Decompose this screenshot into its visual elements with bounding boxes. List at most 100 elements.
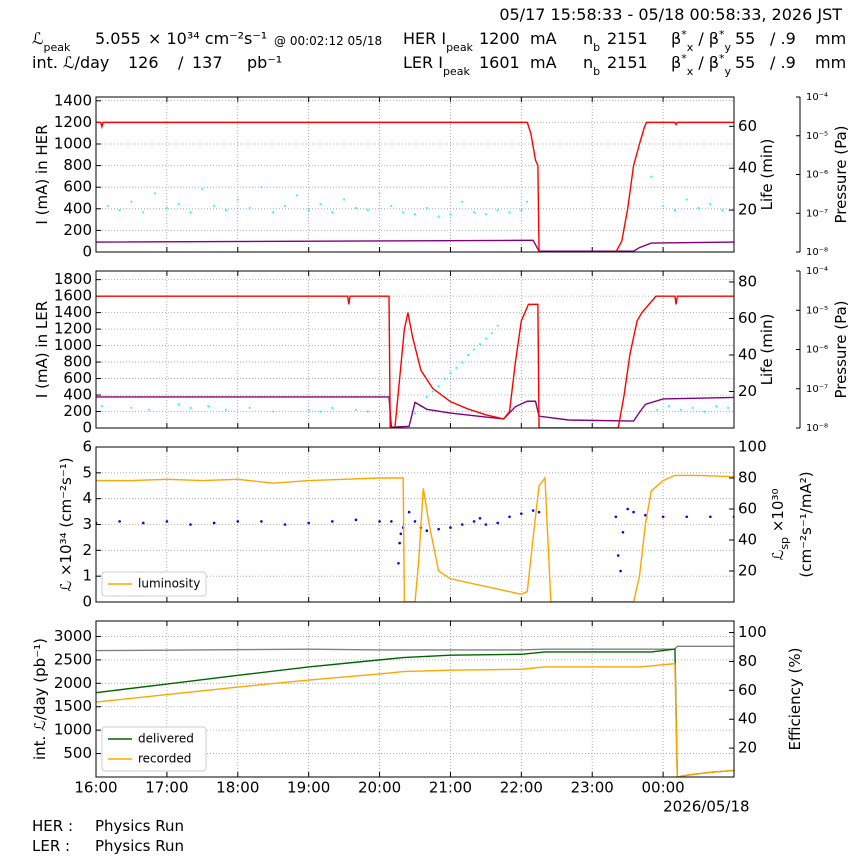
bunch-label: nb: [583, 53, 600, 78]
marker: [697, 207, 700, 210]
marker: [260, 520, 263, 523]
marker: [656, 408, 659, 411]
header-row: ℒpeak 5.055 × 10³⁴ cm⁻²s⁻¹ @ 00:02:12 05…: [32, 29, 382, 72]
separator: /: [178, 53, 184, 72]
y-tick-label: 600: [63, 369, 92, 387]
period: 05/17 15:58:33 - 05/18 00:58:33, 2026 JS…: [499, 5, 842, 24]
marker: [520, 512, 523, 515]
y2-tick-label: 60: [738, 309, 757, 327]
footer-ring: LER :: [32, 837, 70, 855]
marker: [343, 198, 346, 201]
current: 1601: [479, 53, 520, 72]
label-script: x: [687, 41, 694, 54]
y2-tick-label: 40: [738, 710, 757, 728]
label: LER I: [403, 53, 443, 72]
footer-mode: Physics Run: [95, 837, 184, 855]
label-script: peak: [443, 65, 470, 78]
marker: [189, 211, 192, 214]
marker: [397, 561, 400, 565]
label: ℒpeak: [32, 29, 71, 54]
y-tick-label: 1400: [54, 303, 92, 321]
line: [96, 474, 734, 602]
y-tick-label: 500: [63, 744, 92, 762]
y3-tick-label: 10⁻⁴: [806, 266, 828, 277]
y-tick-label: 2500: [54, 650, 92, 668]
label-script: y: [725, 65, 732, 78]
y2-tick-label: 20: [738, 739, 757, 757]
marker: [537, 510, 541, 514]
y-tick-label: 200: [63, 402, 92, 420]
marker: [106, 204, 109, 207]
marker: [520, 209, 523, 212]
marker: [189, 523, 192, 526]
marker: [473, 211, 476, 214]
y3-tick-label: 10⁻⁶: [806, 345, 828, 356]
marker: [668, 405, 671, 408]
x-tick-label: 16:00: [74, 779, 117, 797]
marker: [390, 204, 393, 207]
y-tick-label: 400: [63, 199, 92, 217]
bunches: 2151: [607, 53, 648, 72]
frame: [95, 270, 735, 429]
line: [96, 645, 734, 652]
unit: mm: [815, 29, 846, 48]
value: 126: [128, 53, 159, 72]
text: ℒ ×10³⁴ (cm⁻²s⁻¹): [57, 457, 75, 591]
y-tick-label: 1200: [54, 113, 92, 131]
marker: [100, 405, 103, 408]
unit: pb⁻¹: [247, 53, 282, 72]
y-label: I (mA) in HER: [33, 124, 51, 224]
label-script: *: [681, 52, 687, 65]
y-tick-label: 600: [63, 178, 92, 196]
marker: [508, 211, 511, 214]
text: Efficiency (%): [786, 648, 804, 751]
marker: [709, 202, 712, 205]
marker: [236, 198, 239, 201]
marker: [425, 207, 428, 210]
legend-label: luminosity: [138, 577, 200, 591]
y-label: I (mA) in LER: [33, 301, 51, 398]
marker: [685, 515, 689, 519]
marker: [354, 408, 357, 411]
y-label: ℒ ×10³⁴ (cm⁻²s⁻¹): [57, 457, 75, 591]
beta-y: / .9: [770, 53, 796, 72]
label: β: [671, 29, 681, 48]
marker: [496, 324, 499, 327]
marker: [236, 520, 240, 523]
marker: [619, 569, 622, 573]
marker: [213, 204, 216, 207]
marker: [721, 209, 724, 212]
text: Pressure (Pa): [832, 125, 850, 223]
unit: mA: [530, 29, 557, 48]
label-script: *: [681, 28, 687, 41]
y-tick-label: 2000: [54, 674, 92, 692]
y2-tick-label: 80: [738, 272, 757, 290]
marker: [148, 408, 151, 411]
marker: [661, 515, 665, 519]
label-script: peak: [446, 41, 473, 54]
marker: [319, 410, 322, 413]
marker: [484, 337, 487, 340]
marker: [425, 529, 429, 532]
beta-x: 55: [735, 53, 755, 72]
marker: [616, 554, 620, 557]
marker: [437, 385, 440, 388]
current: 1200: [479, 29, 520, 48]
series-group: [96, 645, 734, 777]
text: int. ℒ/day (pb⁻¹): [31, 638, 49, 760]
marker: [449, 213, 452, 216]
marker: [673, 209, 676, 212]
y-tick-label: 800: [63, 156, 92, 174]
marker: [118, 520, 121, 523]
marker: [443, 377, 446, 380]
y-tick-label: 1: [82, 567, 92, 585]
text: Life (min): [758, 314, 776, 386]
marker: [626, 507, 629, 511]
text: I (mA) in LER: [33, 301, 51, 398]
y3-tick-label: 10⁻⁴: [806, 92, 828, 103]
marker: [366, 209, 369, 212]
marker: [331, 406, 334, 409]
y-tick-label: 0: [82, 419, 92, 437]
